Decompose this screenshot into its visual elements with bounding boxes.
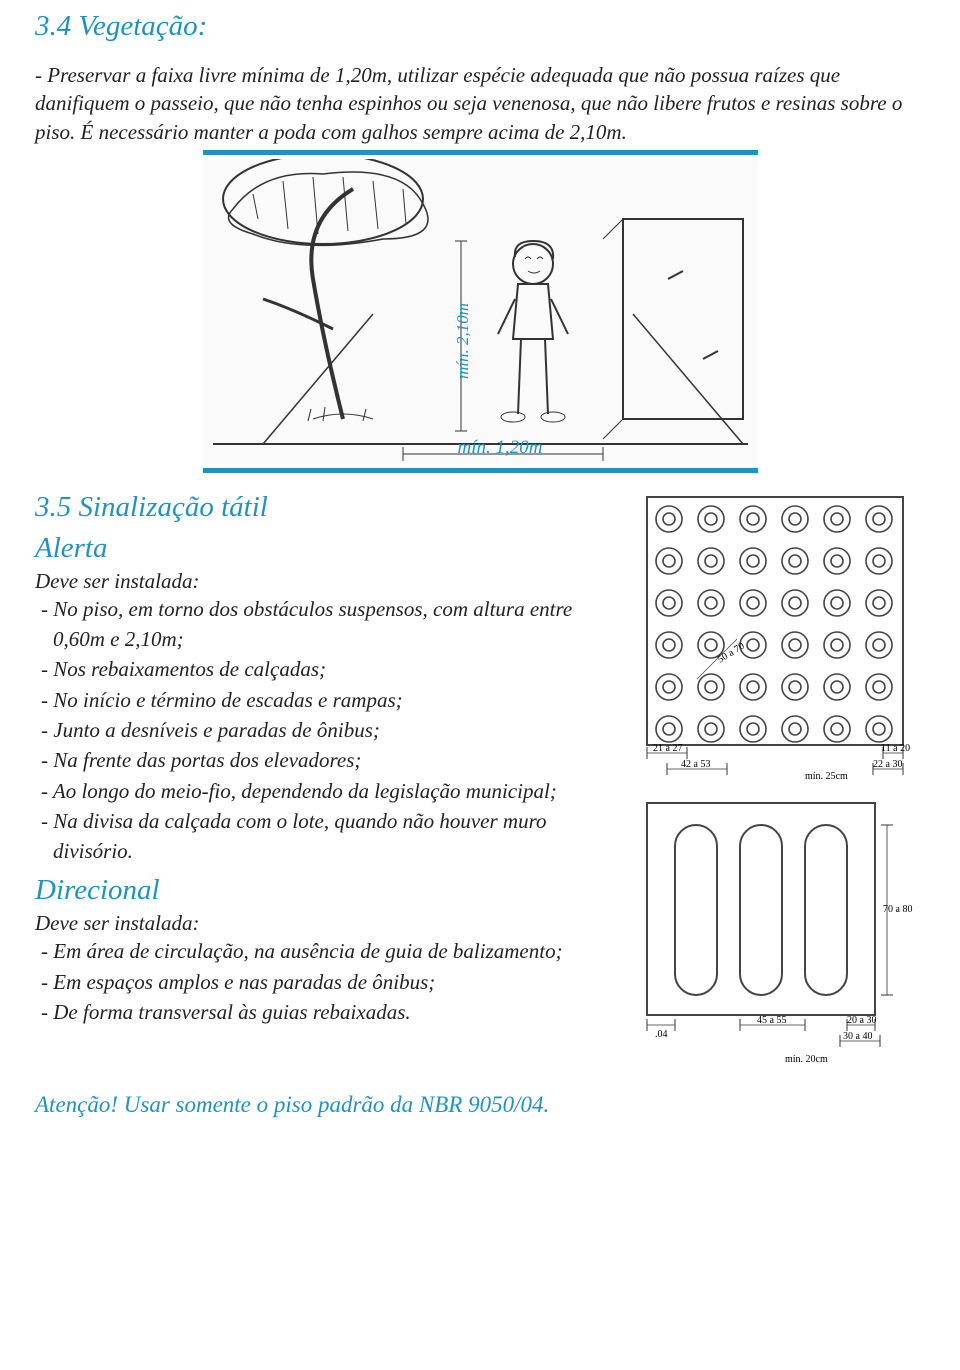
- alerta-title: Alerta: [35, 532, 613, 565]
- tactile-alert-figure: 50 a 70 21 a 27 11 a 20 42 a 53 2: [625, 491, 925, 791]
- figure-top-rule: [203, 150, 758, 155]
- figure-bottom-rule: [203, 468, 758, 473]
- dim-bl2: 42 a 53: [681, 759, 710, 770]
- direcional-intro: Deve ser instalada:: [35, 909, 613, 937]
- direcional-item-1: - Em espaços amplos e nas paradas de ôni…: [35, 968, 613, 997]
- alerta-item-4: - Na frente das portas dos elevadores;: [35, 746, 613, 775]
- alerta-item-3: - Junto a desníveis e paradas de ônibus;: [35, 716, 613, 745]
- dim-bl: 21 a 27: [653, 743, 682, 754]
- dim-br: 11 a 20: [881, 743, 910, 754]
- attention-line: Atenção! Usar somente o piso padrão da N…: [35, 1092, 925, 1118]
- figure-vegetation: mín. 2,10m mín. 1,20m: [203, 150, 758, 473]
- dim-br2-dir: 30 a 40: [843, 1031, 872, 1042]
- direcional-title: Direcional: [35, 874, 613, 907]
- tactile-directional-figure: 70 a 80 .04 45 a 55 20 a 30 30 a 40 mín.…: [625, 797, 925, 1072]
- dim-vertical-2-10m: mín. 2,10m: [453, 303, 473, 379]
- dim-bl1-dir: .04: [655, 1029, 668, 1040]
- section-3-4-paragraph: - Preservar a faixa livre mínima de 1,20…: [35, 61, 925, 146]
- alerta-item-1: - Nos rebaixamentos de calçadas;: [35, 655, 613, 684]
- alerta-item-2: - No início e término de escadas e rampa…: [35, 686, 613, 715]
- dim-min-alert: mín. 25cm: [805, 771, 848, 782]
- section-3-4-heading: 3.4 Vegetação:: [35, 10, 925, 43]
- direcional-item-2: - De forma transversal às guias rebaixad…: [35, 998, 613, 1027]
- dim-br2: 22 a 30: [873, 759, 902, 770]
- alerta-intro: Deve ser instalada:: [35, 567, 613, 595]
- dim-right: 70 a 80: [883, 904, 912, 915]
- alerta-item-6: - Na divisa da calçada com o lote, quand…: [35, 807, 613, 866]
- dim-horizontal-1-20m: mín. 1,20m: [458, 437, 543, 459]
- vegetation-drawing: mín. 2,10m mín. 1,20m: [203, 159, 758, 464]
- direcional-item-0: - Em área de circulação, na ausência de …: [35, 937, 613, 966]
- dim-br1-dir: 20 a 30: [847, 1015, 876, 1026]
- alerta-item-5: - Ao longo do meio-fio, dependendo da le…: [35, 777, 613, 806]
- alerta-item-0: - No piso, em torno dos obstáculos suspe…: [35, 595, 613, 654]
- dim-min-dir: mín. 20cm: [785, 1054, 828, 1065]
- dim-bl2-dir: 45 a 55: [757, 1015, 786, 1026]
- section-3-5-heading: 3.5 Sinalização tátil: [35, 491, 613, 524]
